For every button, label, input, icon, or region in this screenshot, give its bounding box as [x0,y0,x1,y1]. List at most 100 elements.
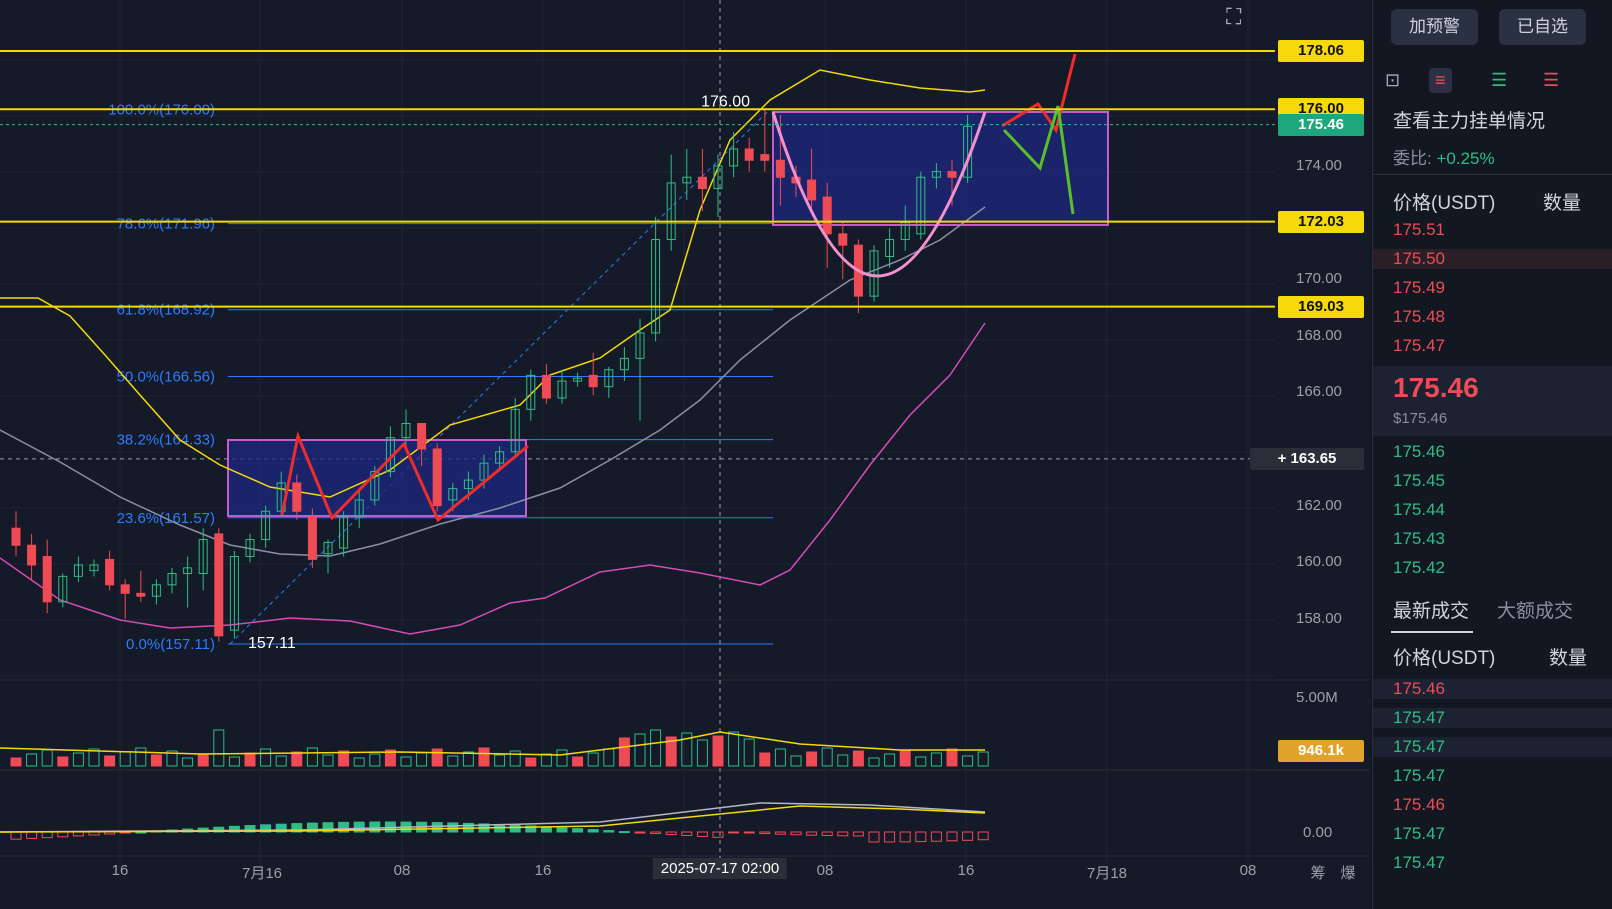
bid-row[interactable]: 175.42 [1393,558,1445,577]
candle-body [479,462,489,481]
volume-bar [665,736,677,767]
ask-row[interactable]: 175.47 [1393,336,1445,355]
macd-bar [884,831,896,843]
tab-latest-trades[interactable]: 最新成交 [1393,601,1470,622]
candle-body [635,332,645,359]
orderbook-title[interactable]: 查看主力挂单情况 [1393,111,1546,132]
candle-body [729,148,739,167]
macd-bar [338,821,350,833]
volume-bar [946,748,958,767]
volume-bar [821,747,833,767]
trade-row[interactable]: 175.47 [1393,824,1445,843]
macd-bar [837,831,849,837]
volume-bar [197,753,209,767]
ask-row[interactable]: 175.51 [1393,220,1445,239]
current-price-tag: 175.46 [1278,113,1364,136]
trade-row[interactable]: 175.47 [1373,708,1612,728]
watchlist-button[interactable]: 已自选 [1499,9,1586,45]
macd-bar [275,823,287,833]
divider [1373,174,1612,175]
volume-bar [478,747,490,767]
candle-body [744,148,754,161]
bid-row[interactable]: 175.43 [1393,529,1445,548]
orderbook-sidebar: 加预警 已自选 ⊡ ≡ ☰ ☰ 查看主力挂单情况 委比: +0.25% 价格(U… [1372,0,1612,909]
trade-row[interactable]: 175.46 [1393,795,1445,814]
trade-row[interactable]: 175.47 [1393,766,1445,785]
volume-bar [603,748,615,767]
candle-body [869,250,879,297]
macd-bar [962,831,974,841]
candle-body [775,159,785,178]
candle-body [292,482,302,512]
bollinger-lower [0,322,986,635]
ask-row[interactable]: 175.50 [1373,249,1612,269]
trades-price-header: 价格(USDT) [1393,648,1496,669]
volume-bar [353,757,365,767]
volume-bar [884,753,896,767]
macd-bar [431,822,443,833]
tab-large-trades[interactable]: 大额成交 [1497,601,1574,622]
chart-canvas[interactable]: 100.0%(176.00)78.6%(171.96)61.8%(168.92)… [0,0,1370,909]
layout-icon[interactable]: ⊡ [1385,70,1401,90]
price-axis-tick: 158.00 [1296,609,1342,627]
volume-bar [494,754,506,767]
fullscreen-icon[interactable]: ⛶ [1226,4,1242,29]
level-tag: 172.03 [1278,210,1364,233]
macd-bar [618,831,630,834]
fib-label: 38.2%(164.33) [117,432,215,449]
candle-body [651,239,661,334]
time-axis-tick: 08 [1239,862,1257,879]
candle-body [58,575,68,603]
trade-row[interactable]: 175.47 [1393,853,1445,872]
annotation-low: 157.11 [248,635,296,652]
volume-bar [369,753,381,767]
price-axis-tick: 160.00 [1296,553,1342,571]
macd-bar [977,831,989,841]
volume-bar [275,755,287,767]
ask-row[interactable]: 175.48 [1393,307,1445,326]
candle-body [760,154,770,161]
bid-row[interactable]: 175.46 [1393,442,1445,461]
volume-bar [416,752,428,767]
candle-body [573,377,583,382]
orderbook-bids-icon[interactable]: ☰ [1491,70,1508,90]
add-alert-button[interactable]: 加预警 [1391,9,1478,45]
macd-bar [587,829,599,833]
volume-bar [868,757,880,767]
candle-body [42,556,52,603]
macd-bar [852,831,864,837]
trade-row[interactable]: 175.46 [1373,679,1612,699]
volume-last-tag: 946.1k [1278,740,1364,762]
macd-axis-tick: 0.00 [1303,824,1333,841]
time-axis-tick: 7月18 [1086,865,1128,882]
price-chart[interactable]: 100.0%(176.00) 78.6%(171.96) 61.8%(168.92)… [0,0,1370,909]
macd-bar [556,827,568,833]
macd-bar [525,825,537,833]
volume-bar [806,751,818,767]
candle-body [214,533,224,637]
candle-body [198,539,208,575]
candle-body [682,176,692,184]
bid-row[interactable]: 175.44 [1393,500,1445,519]
level-tag: 169.03 [1278,295,1364,318]
zigzag-pattern [280,430,529,523]
macd-bar [57,831,69,838]
macd-bar [306,822,318,833]
macd-bar [696,831,708,837]
macd-bar [821,831,833,837]
volume-bar [322,754,334,767]
orderbook-asks-icon[interactable]: ☰ [1543,70,1560,90]
volume-bar [696,739,708,767]
trade-row[interactable]: 175.47 [1373,737,1612,757]
orderbook-both-icon[interactable]: ≡ [1429,68,1452,93]
macd-bar [572,828,584,833]
price-axis-tick: 170.00 [1296,270,1342,288]
bid-row[interactable]: 175.45 [1393,471,1445,490]
volume-axis-tick: 5.00M [1296,689,1338,706]
ask-row[interactable]: 175.49 [1393,278,1445,297]
macd-bar [72,831,84,837]
candle-body [666,182,676,241]
candle-body [432,448,442,507]
volume-bar [260,748,272,767]
volume-bar [447,755,459,767]
